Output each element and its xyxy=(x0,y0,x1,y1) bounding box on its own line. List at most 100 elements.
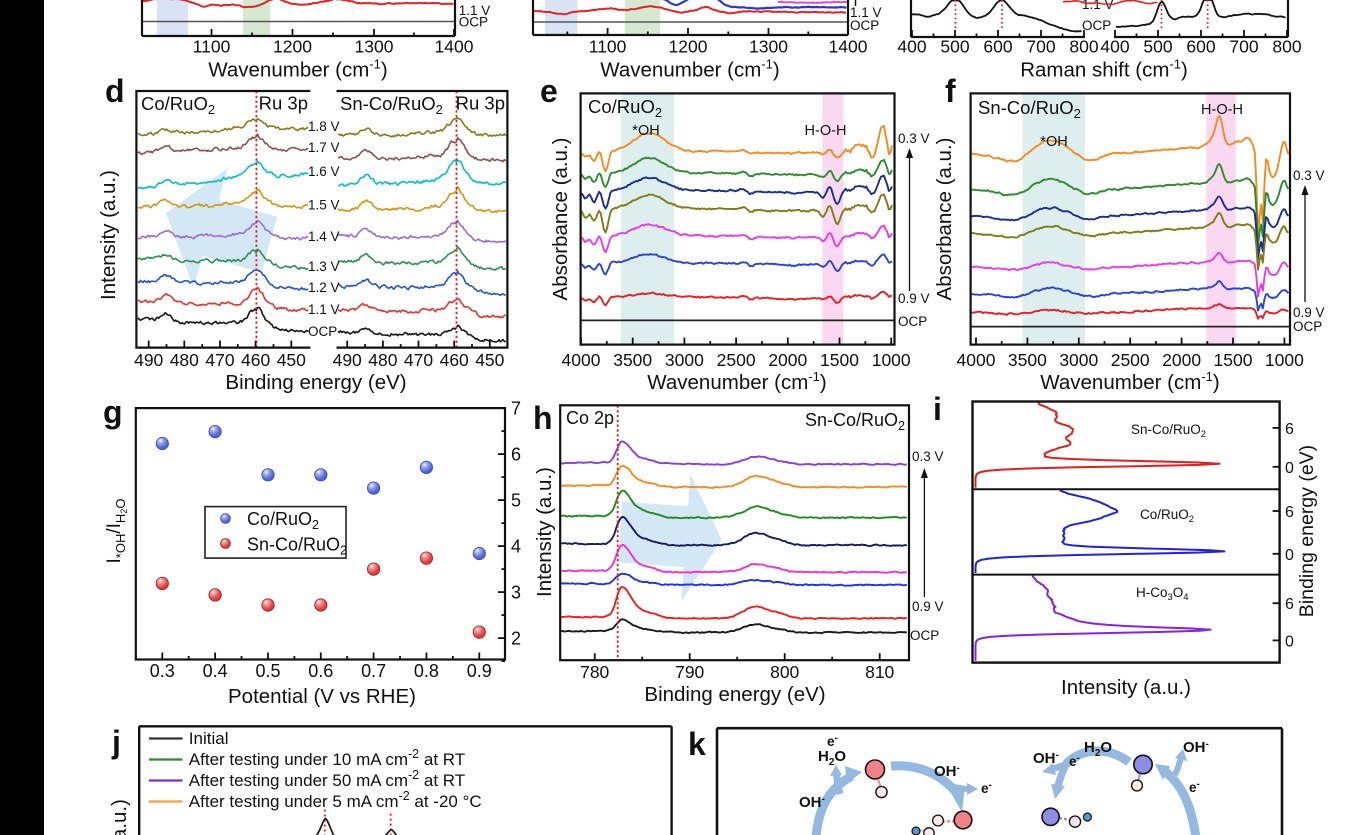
svg-text:1200: 1200 xyxy=(669,37,708,57)
svg-text:g: g xyxy=(103,394,123,430)
svg-text:600: 600 xyxy=(983,37,1012,57)
svg-text:1100: 1100 xyxy=(589,37,627,57)
svg-text:2: 2 xyxy=(511,629,521,649)
svg-text:OH-: OH- xyxy=(799,794,825,811)
svg-text:0.3: 0.3 xyxy=(150,661,175,681)
svg-text:OCP: OCP xyxy=(898,314,927,329)
svg-text:Sn-Co/RuO2: Sn-Co/RuO2 xyxy=(1131,422,1206,440)
svg-text:e-: e- xyxy=(827,733,838,749)
svg-text:0.3 V: 0.3 V xyxy=(898,131,930,146)
svg-text:3000: 3000 xyxy=(665,350,704,370)
svg-text:1.8 V: 1.8 V xyxy=(308,119,340,134)
svg-text:6: 6 xyxy=(1285,596,1294,613)
svg-text:500: 500 xyxy=(940,37,969,57)
svg-text:H-O-H: H-O-H xyxy=(805,123,847,139)
svg-text:h: h xyxy=(533,400,553,436)
svg-text:Sn-Co/RuO2: Sn-Co/RuO2 xyxy=(978,97,1081,121)
svg-text:Wavenumber (cm-1): Wavenumber (cm-1) xyxy=(1040,369,1219,394)
svg-text:d: d xyxy=(105,73,125,109)
svg-text:790: 790 xyxy=(675,662,704,682)
svg-text:OH-: OH- xyxy=(1033,750,1059,767)
svg-text:1.6 V: 1.6 V xyxy=(308,164,340,179)
svg-text:6: 6 xyxy=(511,445,521,465)
svg-text:Sn-Co/RuO2: Sn-Co/RuO2 xyxy=(247,535,347,558)
svg-text:Wavenumber (cm-1): Wavenumber (cm-1) xyxy=(600,57,779,82)
svg-text:OCP: OCP xyxy=(459,15,488,30)
svg-text:0.3 V: 0.3 V xyxy=(1293,168,1325,183)
svg-text:Co/RuO2: Co/RuO2 xyxy=(1140,507,1194,525)
svg-text:H2O: H2O xyxy=(1084,739,1112,759)
svg-text:After testing under 5 mA cm-2: After testing under 5 mA cm-2 at -20 °C xyxy=(189,789,482,811)
svg-text:800: 800 xyxy=(1272,37,1301,57)
svg-text:j: j xyxy=(111,724,121,760)
svg-text:Binding energy (eV): Binding energy (eV) xyxy=(225,371,406,394)
svg-text:OCP: OCP xyxy=(1082,18,1111,33)
svg-text:e-: e- xyxy=(981,780,992,796)
svg-text:*OH: *OH xyxy=(1040,134,1067,150)
svg-text:H2O: H2O xyxy=(818,748,846,768)
svg-text:Wavenumber (cm-1): Wavenumber (cm-1) xyxy=(647,369,826,394)
svg-text:Raman shift (cm-1): Raman shift (cm-1) xyxy=(1020,57,1188,82)
svg-text:4000: 4000 xyxy=(562,350,601,370)
svg-text:500: 500 xyxy=(1143,37,1172,57)
svg-text:e-: e- xyxy=(1069,753,1080,769)
svg-text:0.7: 0.7 xyxy=(361,661,386,681)
svg-text:k: k xyxy=(688,726,706,762)
svg-text:2000: 2000 xyxy=(1162,350,1201,370)
svg-text:4: 4 xyxy=(511,537,521,557)
svg-text:Initial: Initial xyxy=(189,729,229,748)
svg-text:Ru 3p: Ru 3p xyxy=(259,93,308,114)
svg-text:1000: 1000 xyxy=(872,350,911,370)
svg-text:2000: 2000 xyxy=(768,350,807,370)
svg-text:7: 7 xyxy=(511,399,521,419)
svg-text:After testing under 50 mA cm-2: After testing under 50 mA cm-2 at RT xyxy=(189,768,465,790)
svg-text:4000: 4000 xyxy=(957,350,996,370)
svg-text:Intensity (a.u.): Intensity (a.u.) xyxy=(1061,676,1191,699)
svg-text:1400: 1400 xyxy=(829,37,868,57)
svg-text:450: 450 xyxy=(277,350,306,370)
svg-text:0.9: 0.9 xyxy=(467,661,492,681)
svg-text:0.4: 0.4 xyxy=(203,661,228,681)
svg-text:Ru 3p: Ru 3p xyxy=(456,93,505,114)
svg-text:0.3 V: 0.3 V xyxy=(912,449,944,464)
svg-text:1500: 1500 xyxy=(1214,350,1253,370)
svg-text:Wavenumber (cm-1): Wavenumber (cm-1) xyxy=(208,57,387,82)
svg-text:1300: 1300 xyxy=(355,37,394,57)
svg-text:Absorbance (a.u.): Absorbance (a.u.) xyxy=(549,138,572,301)
svg-text:480: 480 xyxy=(368,350,397,370)
svg-text:1.5 V: 1.5 V xyxy=(308,198,340,213)
svg-text:Intensity (a.u.): Intensity (a.u.) xyxy=(108,799,131,835)
svg-text:H-Co3O4: H-Co3O4 xyxy=(1136,585,1189,603)
svg-text:700: 700 xyxy=(1229,37,1258,57)
svg-text:Binding energy (eV): Binding energy (eV) xyxy=(1296,445,1318,617)
svg-text:H-O-H: H-O-H xyxy=(1201,102,1243,118)
svg-text:780: 780 xyxy=(580,662,609,682)
svg-text:3: 3 xyxy=(511,583,521,603)
svg-text:2500: 2500 xyxy=(1111,350,1150,370)
svg-text:1200: 1200 xyxy=(273,37,312,57)
svg-text:470: 470 xyxy=(404,350,433,370)
svg-text:1400: 1400 xyxy=(435,37,474,57)
svg-text:Co 2p: Co 2p xyxy=(566,408,614,428)
svg-text:Absorbance (a.u.): Absorbance (a.u.) xyxy=(933,138,956,301)
svg-text:0.6: 0.6 xyxy=(308,661,333,681)
svg-text:Intensity (a.u.): Intensity (a.u.) xyxy=(97,170,120,300)
svg-text:OH-: OH- xyxy=(1183,739,1209,756)
svg-text:e-: e- xyxy=(1189,779,1200,795)
svg-text:490: 490 xyxy=(134,350,163,370)
svg-text:3000: 3000 xyxy=(1059,350,1098,370)
svg-text:0.9 V: 0.9 V xyxy=(898,291,930,306)
svg-text:490: 490 xyxy=(333,350,362,370)
svg-text:800: 800 xyxy=(1069,37,1098,57)
svg-text:OCP: OCP xyxy=(850,18,879,33)
svg-text:OCP: OCP xyxy=(910,628,939,643)
svg-text:e: e xyxy=(540,73,558,109)
svg-text:1000: 1000 xyxy=(1265,350,1304,370)
svg-text:3500: 3500 xyxy=(613,350,652,370)
svg-text:1.1 V: 1.1 V xyxy=(308,302,340,317)
svg-text:460: 460 xyxy=(440,350,469,370)
svg-text:0.5: 0.5 xyxy=(255,661,280,681)
svg-text:800: 800 xyxy=(770,662,799,682)
svg-text:600: 600 xyxy=(1186,37,1215,57)
svg-text:2500: 2500 xyxy=(717,350,756,370)
